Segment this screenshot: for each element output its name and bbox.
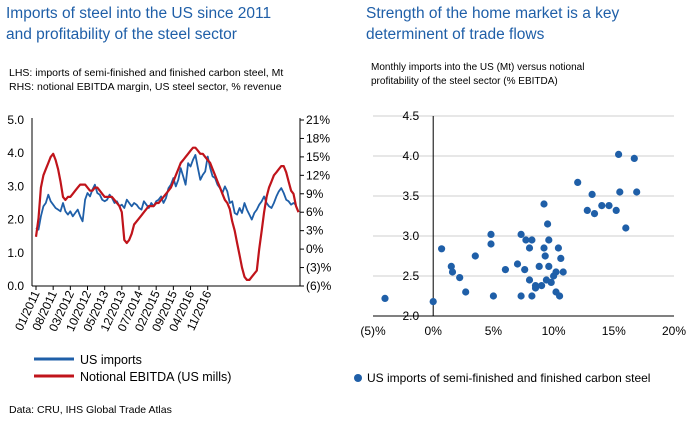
scatter-point	[429, 298, 437, 306]
scatter-point	[540, 244, 548, 252]
scatter-point	[381, 294, 389, 302]
left-subtitle-line1: LHS: imports of semi-finished and finish…	[9, 67, 284, 79]
scatter-point	[501, 266, 509, 274]
scatter-point	[438, 245, 446, 253]
scatter-point	[535, 262, 543, 270]
scatter-point	[531, 284, 540, 292]
scatter-point	[448, 268, 457, 276]
scatter-x-tick-label: 5%	[485, 324, 503, 338]
scatter-x-tick-label: 10%	[542, 324, 566, 338]
scatter-point	[447, 262, 455, 270]
scatter-point	[462, 288, 470, 296]
scatter-point	[528, 236, 536, 244]
left-axis-tick-label: 5.0	[7, 113, 24, 127]
us-imports-series-line	[35, 153, 297, 231]
scatter-point	[517, 292, 525, 300]
right-title-line1: Strength of the home market is a key	[366, 5, 620, 22]
left-axis-tick-label: 1.0	[7, 246, 24, 260]
scatter-y-tick-label: 2.5	[403, 269, 420, 283]
scatter-point	[545, 236, 553, 244]
scatter-point	[525, 244, 534, 252]
scatter-point	[605, 202, 613, 210]
scatter-point	[545, 262, 553, 270]
scatter-point	[547, 278, 555, 286]
legend-ebitda-label: Notional EBITDA (US mills)	[80, 370, 231, 384]
left-title-line1: Imports of steel into the US since 2011	[6, 5, 272, 22]
scatter-x-tick-label: 15%	[602, 324, 626, 338]
scatter-x-tick-label: (5)%	[360, 324, 386, 338]
right-subtitle-line1: Monthly imports into the US (Mt) versus …	[371, 62, 585, 73]
right-axis-tick-label: 21%	[306, 113, 330, 127]
right-axis-tick-label: 15%	[306, 150, 330, 164]
scatter-point	[489, 292, 497, 300]
scatter-point	[521, 266, 529, 274]
scatter-legend-label: US imports of semi-finished and finished…	[367, 371, 650, 385]
notional-ebitda-series-line	[34, 146, 300, 281]
scatter-point	[513, 260, 522, 268]
scatter-point	[456, 274, 464, 282]
scatter-point	[525, 276, 534, 284]
scatter-y-tick-label: 3.0	[403, 229, 420, 243]
left-axis-tick-label: 0.0	[7, 279, 24, 293]
left-title-line2: and profitability of the steel sector	[6, 26, 237, 43]
left-axis-tick-label: 4.0	[7, 146, 24, 160]
scatter-point	[517, 230, 525, 238]
scatter-point	[612, 206, 620, 214]
scatter-point	[556, 292, 564, 300]
right-chart-subtitle: Monthly imports into the US (Mt) versus …	[371, 61, 584, 88]
right-axis-tick-label: 12%	[306, 168, 330, 182]
scatter-legend-marker	[354, 374, 362, 382]
data-source-note: Data: CRU, IHS Global Trade Atlas	[9, 404, 172, 416]
scatter-x-tick-label: 0%	[425, 324, 443, 338]
right-subtitle-line2: profitability of the steel sector (% EBI…	[371, 75, 558, 87]
scatter-point	[544, 220, 552, 228]
right-axis-tick-label: 18%	[306, 131, 330, 145]
scatter-point	[616, 188, 624, 196]
scatter-point	[633, 188, 641, 196]
right-axis-tick-label: 3%	[306, 224, 324, 238]
scatter-point	[557, 254, 565, 262]
scatter-y-tick-label: 4.5	[403, 109, 420, 123]
left-axis-tick-label: 2.0	[7, 213, 24, 227]
scatter-point	[554, 244, 563, 252]
scatter-point	[487, 240, 495, 248]
right-axis-tick-label: (6)%	[306, 279, 332, 293]
scatter-point	[598, 202, 606, 210]
right-axis-tick-label: 6%	[306, 205, 324, 219]
right-axis-tick-label: 0%	[306, 242, 324, 256]
left-axis-tick-label: 3.0	[7, 179, 24, 193]
left-chart-title: Imports of steel into the US since 2011 …	[6, 3, 336, 45]
scatter-point	[487, 230, 495, 238]
scatter-point	[528, 292, 536, 300]
right-axis-tick-label: (3)%	[306, 261, 332, 275]
legend-imports-label: US imports	[80, 353, 142, 367]
scatter-point	[615, 150, 623, 158]
scatter-point	[522, 236, 530, 244]
left-subtitle-line2: RHS: notional EBITDA margin, US steel se…	[9, 81, 282, 93]
scatter-point	[559, 268, 567, 276]
scatter-y-tick-label: 4.0	[403, 149, 420, 163]
scatter-point	[574, 178, 582, 186]
scatter-point	[630, 154, 638, 162]
scatter-point	[583, 206, 591, 214]
scatter-point	[538, 282, 546, 290]
scatter-point	[552, 268, 560, 276]
left-chart-subtitle: LHS: imports of semi-finished and finish…	[9, 66, 283, 94]
right-title-line2: determinent of trade flows	[366, 26, 545, 43]
right-chart-title: Strength of the home market is a key det…	[366, 3, 696, 45]
scatter-point	[622, 224, 630, 232]
scatter-point	[588, 190, 596, 198]
scatter-point	[471, 252, 479, 260]
scatter-point	[540, 200, 548, 208]
right-axis-tick-label: 9%	[306, 187, 324, 201]
scatter-point	[590, 210, 599, 218]
scatter-x-tick-label: 20%	[662, 324, 686, 338]
scatter-point	[541, 252, 549, 260]
scatter-y-tick-label: 3.5	[403, 189, 420, 203]
